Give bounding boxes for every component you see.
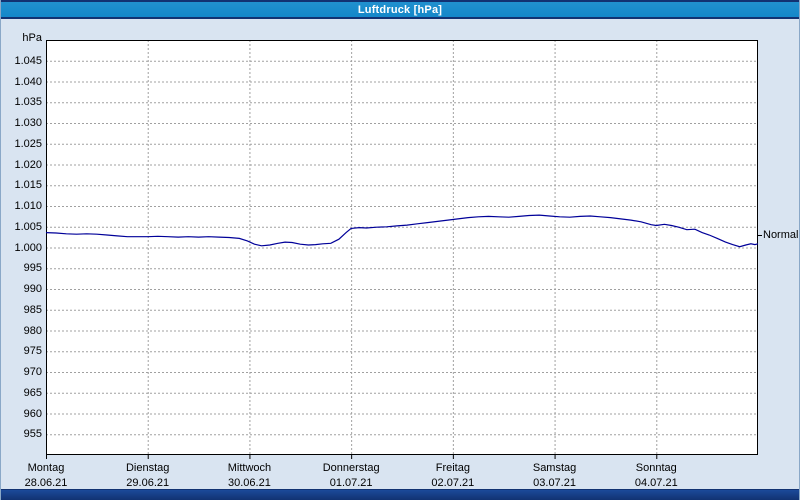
x-day-label: Samstag [532, 462, 577, 474]
y-tick-label: 975 [23, 345, 42, 358]
pressure-series-line [46, 214, 758, 248]
x-date-label: 02.07.21 [431, 477, 475, 489]
y-tick-label: 1.000 [14, 241, 42, 254]
y-axis-unit-label: hPa [22, 32, 42, 44]
x-date-label: 01.07.21 [329, 477, 373, 489]
y-tick-label: 1.030 [14, 117, 42, 129]
bottom-bar [1, 489, 799, 500]
x-date-label: 28.06.21 [24, 477, 68, 489]
y-tick-label: 985 [23, 303, 42, 316]
x-day-label: Sonntag [635, 462, 677, 474]
y-tick-label: 1.020 [14, 158, 42, 171]
y-tick-label: 960 [23, 407, 42, 420]
y-tick-label: 1.015 [14, 179, 42, 192]
y-tick-label: 995 [23, 262, 42, 275]
x-day-label: Dienstag [125, 462, 170, 474]
y-tick-label: 980 [23, 324, 42, 337]
x-day-label: Donnerstag [322, 462, 380, 474]
y-tick-label: 1.040 [14, 75, 42, 88]
pressure-line-chart [46, 40, 758, 459]
x-date-label: 04.07.21 [634, 477, 678, 489]
y-tick-label: 990 [23, 283, 42, 295]
x-date-label: 03.07.21 [533, 477, 576, 489]
y-tick-label: 1.045 [14, 54, 42, 67]
y-tick-label: 1.025 [14, 137, 42, 150]
y-tick-label: 965 [23, 386, 42, 399]
y-tick-label: 970 [23, 366, 42, 378]
normal-annotation-tick [758, 235, 762, 237]
y-tick-label: 1.005 [14, 220, 42, 233]
title-bar: Luftdruck [hPa] [1, 0, 799, 19]
y-tick-label: 955 [23, 428, 42, 441]
normal-annotation-label: Normal [763, 229, 799, 242]
x-day-label: Montag [27, 462, 65, 474]
y-tick-label: 1.035 [14, 96, 42, 109]
plot-border [46, 40, 758, 455]
y-tick-label: 1.010 [14, 200, 42, 212]
x-date-label: 29.06.21 [126, 477, 170, 489]
page-title: Luftdruck [hPa] [357, 3, 443, 16]
x-date-label: 30.06.21 [228, 477, 271, 489]
x-day-label: Freitag [435, 462, 470, 474]
x-day-label: Mittwoch [227, 462, 272, 474]
